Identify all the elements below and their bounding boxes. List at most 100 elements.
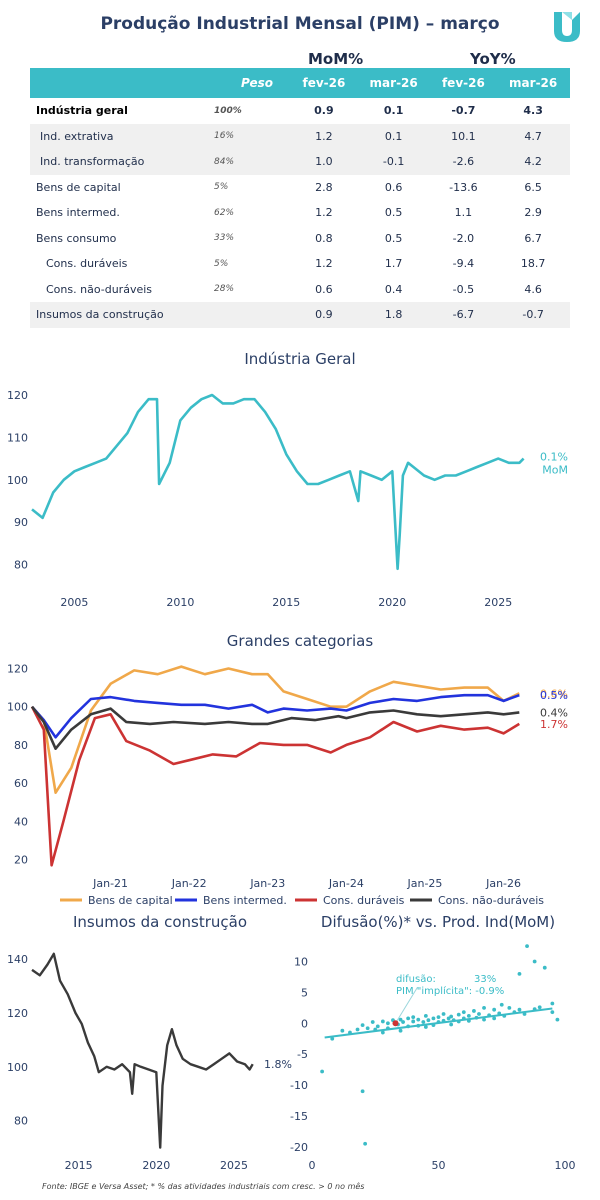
table-row: Bens intermed. 62% 1.2 0.5 1.1 2.9	[30, 200, 570, 226]
row-yoy-fev: -13.6	[449, 180, 478, 194]
row-mom-mar: -0.1	[356, 149, 431, 175]
row-yoy-mar: 6.7	[524, 231, 542, 245]
row-yoy-mar: 2.9	[524, 206, 542, 220]
scatter-point	[426, 1018, 431, 1023]
scatter-point	[411, 1015, 416, 1020]
row-yoy-mar: 4.3	[523, 104, 543, 118]
scatter-point	[550, 1010, 555, 1015]
row-mom-fev: 1.2	[315, 206, 333, 220]
page-title: Produção Industrial Mensal (PIM) – março	[100, 14, 500, 34]
scatter-point	[477, 1012, 481, 1016]
row-peso: 33%	[214, 233, 235, 244]
scatter-point	[416, 1017, 421, 1022]
column-header-mom-mar: mar-26	[356, 68, 431, 98]
scatter-point	[340, 1028, 345, 1033]
x-tick-label: 2025	[484, 596, 512, 609]
industria-geral-chart: Indústria Geral 2005 2010 2015 2020 2025 80 90 1…	[7, 350, 568, 609]
row-mom-mar: 0.1	[383, 104, 404, 118]
y-tick-label: 140	[7, 953, 28, 966]
x-tick-label: 2010	[166, 596, 194, 609]
scatter-point	[360, 1023, 365, 1028]
scatter-point	[406, 1016, 411, 1021]
scatter-point	[380, 1030, 385, 1035]
series-end-label: 0.5%	[540, 689, 568, 702]
row-mom-mar: 0.5	[384, 231, 403, 245]
row-name: Ind. transformação	[30, 149, 202, 175]
table-row: Ind. transformação 84% 1.0 -0.1 -2.6 4.2	[30, 149, 570, 175]
highlight-point	[392, 1020, 399, 1027]
legend-label: Bens intermed.	[203, 894, 287, 907]
y-tick-label: 120	[7, 389, 28, 402]
row-mom-mar: 0.6	[384, 180, 403, 194]
y-tick-label: -5	[297, 1048, 308, 1061]
difusao-scatter-chart: Difusão(%)* vs. Prod. Ind(MoM)0 50 100-20-…	[290, 913, 575, 1172]
y-tick-label: 80	[14, 559, 28, 572]
row-yoy-mar: 6.5	[524, 180, 542, 194]
scatter-point	[441, 1012, 446, 1016]
y-tick-label: 60	[14, 777, 28, 790]
y-tick-label: 5	[301, 986, 308, 999]
table-row: Indústria geral 100% 0.9 0.1 -0.7 4.3	[30, 98, 570, 124]
table-row: Bens consumo 33% 0.8 0.5 -2.0 6.7	[30, 226, 570, 252]
y-tick-label: -15	[290, 1110, 308, 1123]
x-tick-label: 2015	[272, 596, 300, 609]
scatter-point	[411, 1019, 416, 1024]
series-end-label: 0.6%	[540, 687, 568, 700]
scatter-point	[398, 1017, 403, 1022]
annotation-text: PIM "implícita": -0.9%	[396, 985, 504, 997]
column-header-mom-fev: fev-26	[291, 68, 357, 98]
series-end-label: 0.4%	[540, 706, 568, 719]
x-tick-label: 2015	[65, 1159, 93, 1172]
x-tick-label: Jan-23	[249, 877, 285, 890]
chart-title: Difusão(%)* vs. Prod. Ind(MoM)	[321, 913, 555, 931]
chart-title: Indústria Geral	[244, 350, 355, 368]
y-tick-label: 20	[14, 854, 28, 867]
scatter-point	[401, 1020, 405, 1024]
scatter-point	[542, 965, 547, 970]
series-line	[30, 706, 520, 867]
scatter-point	[492, 1016, 497, 1021]
scatter-point	[375, 1024, 380, 1029]
row-mom-mar: 0.1	[356, 123, 431, 149]
insumos-construcao-chart: Insumos da construção 2015 2020 2025 80 100 12…	[7, 913, 292, 1172]
annotation-text: difusão:	[396, 974, 436, 985]
scatter-point	[472, 1009, 476, 1013]
x-tick-label: Jan-25	[407, 877, 443, 890]
legend-label: Cons. não-duráveis	[438, 894, 544, 907]
versa-logo-icon	[554, 12, 580, 42]
scatter-point	[499, 1002, 504, 1007]
y-tick-label: 80	[14, 1115, 28, 1128]
insumos-end-label: 1.8%	[264, 1058, 292, 1071]
series-end-label: 1.7%	[540, 718, 568, 731]
row-yoy-fev: -2.0	[452, 231, 475, 245]
row-mom-fev: 0.6	[315, 282, 333, 296]
trend-line	[324, 1007, 553, 1039]
row-peso: 84%	[202, 149, 291, 175]
table-header-row: Peso fev-26 mar-26 fev-26 mar-26	[30, 68, 570, 98]
row-yoy-mar: 18.7	[520, 257, 546, 271]
scatter-point	[398, 1028, 403, 1033]
scatter-point	[380, 1019, 385, 1024]
row-mom-fev: 1.2	[315, 257, 333, 271]
y-tick-label: 100	[7, 474, 28, 487]
series-line	[31, 693, 520, 739]
row-name: Cons. duráveis	[46, 257, 128, 271]
scatter-point	[370, 1020, 375, 1024]
table-row: Insumos da construção 0.9 1.8 -6.7 -0.7	[30, 302, 570, 328]
row-yoy-fev: -6.7	[430, 302, 497, 328]
legend-label: Cons. duráveis	[323, 894, 405, 907]
row-peso: 100%	[214, 105, 242, 116]
row-yoy-fev: 1.1	[454, 206, 473, 220]
row-yoy-mar: -0.7	[496, 302, 570, 328]
scatter-point	[532, 959, 537, 964]
scatter-point	[461, 1010, 466, 1015]
column-header-peso: Peso	[202, 68, 291, 98]
scatter-point	[482, 1005, 486, 1010]
y-tick-label: 120	[7, 1007, 28, 1020]
scatter-point	[456, 1012, 461, 1017]
row-mom-fev: 1.2	[291, 123, 357, 149]
row-peso: 5%	[214, 182, 229, 193]
y-tick-label: 90	[14, 516, 28, 529]
scatter-point	[492, 1007, 497, 1012]
row-peso	[202, 302, 291, 328]
